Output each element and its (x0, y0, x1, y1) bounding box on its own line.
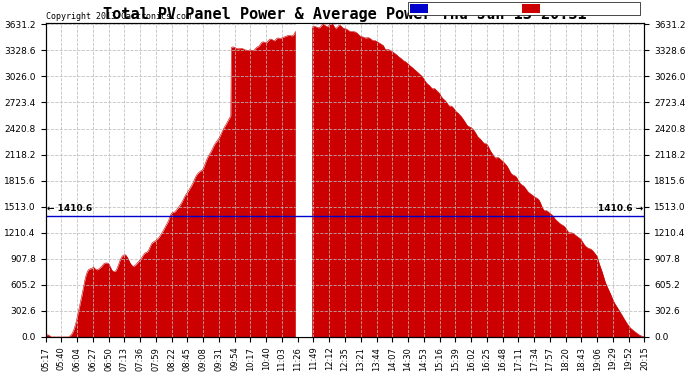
Text: ← 1410.6: ← 1410.6 (47, 204, 92, 213)
Bar (308, 23, 311, 337)
Legend: Average (DC Watts), PV Panels (DC Watts): Average (DC Watts), PV Panels (DC Watts) (408, 2, 640, 15)
Text: Copyright 2013 Cartronics.com: Copyright 2013 Cartronics.com (46, 12, 191, 21)
Bar (306, 23, 308, 337)
Bar (299, 23, 301, 337)
Bar (302, 23, 304, 337)
Title: Total PV Panel Power & Average Power Thu Jun 13 20:31: Total PV Panel Power & Average Power Thu… (104, 7, 586, 22)
Text: 1410.6 →: 1410.6 → (598, 204, 643, 213)
Bar (296, 23, 298, 337)
